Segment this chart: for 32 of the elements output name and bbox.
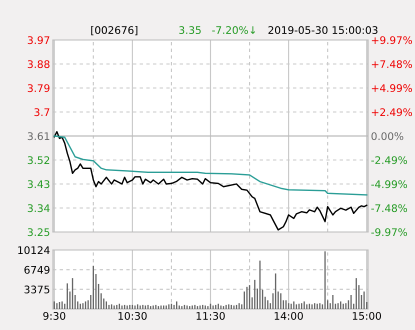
chart-title: [002676] xyxy=(91,26,138,36)
y-tick-label: 3.61 xyxy=(28,132,50,140)
y-tick-label: 3.25 xyxy=(28,228,50,236)
x-tick-label: 15:00 xyxy=(352,312,382,320)
y2-tick-label: -2.49% xyxy=(371,156,408,164)
y-tick-label: 3.7 xyxy=(34,108,50,116)
y-tick-label: 3375 xyxy=(24,286,50,294)
y-tick-label: 10124 xyxy=(18,246,50,254)
x-tick-label: 10:30 xyxy=(118,312,147,320)
y2-tick-label: 0.00% xyxy=(371,132,404,140)
y2-tick-label: +4.99% xyxy=(372,84,412,92)
y-tick-label: 3.34 xyxy=(28,204,50,212)
text: 2019-05-30 15:00:03 xyxy=(268,26,378,34)
y2-tick-label: -4.99% xyxy=(371,180,408,188)
y2-tick-label: -9.97% xyxy=(371,228,408,236)
x-tick-label: 11:30 xyxy=(196,312,225,320)
x-tick-label: 9:30 xyxy=(43,312,66,320)
y-tick-label: 3.79 xyxy=(28,84,50,92)
text: -7.20%↓ xyxy=(212,26,256,34)
y-tick-label: 3.52 xyxy=(28,156,50,164)
y2-tick-label: -7.48% xyxy=(371,204,408,212)
text: 3.35 xyxy=(179,26,201,34)
y-tick-label: 3.88 xyxy=(28,60,50,68)
y2-tick-label: +7.48% xyxy=(372,60,412,68)
line-series xyxy=(54,131,368,231)
y-tick-label: 3.43 xyxy=(28,180,50,188)
y2-tick-label: +9.97% xyxy=(372,36,412,44)
line-series xyxy=(54,135,368,196)
y-tick-label: 3.97 xyxy=(28,36,50,44)
y2-tick-label: +2.49% xyxy=(372,108,412,116)
x-tick-label: 14:00 xyxy=(274,312,303,320)
y-tick-label: 6749 xyxy=(24,266,50,274)
